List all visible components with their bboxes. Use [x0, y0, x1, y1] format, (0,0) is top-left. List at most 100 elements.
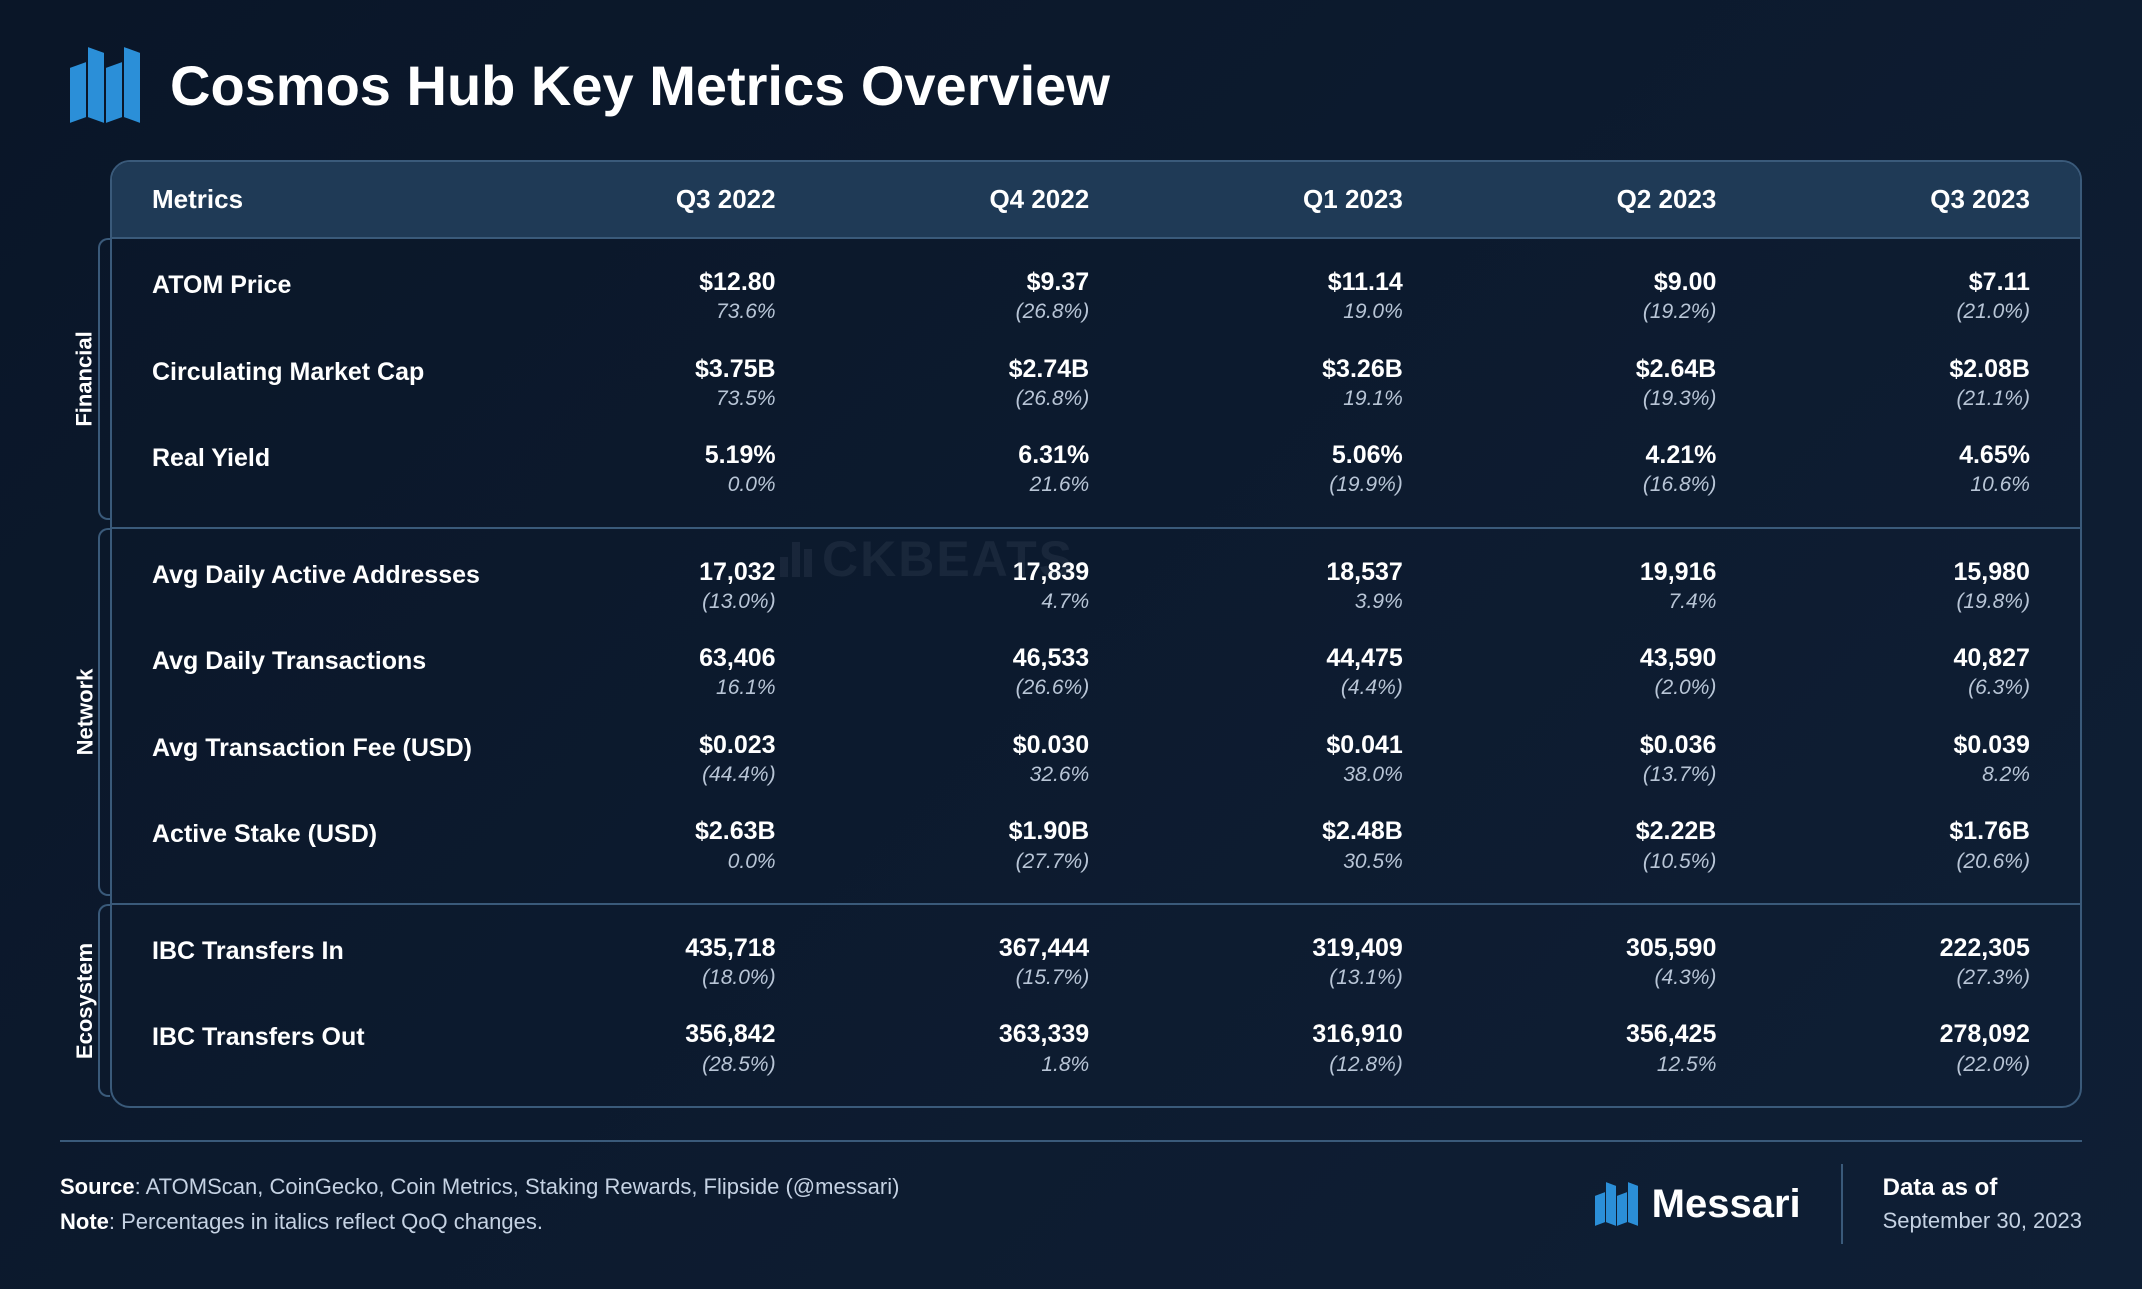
metric-name: IBC Transfers In	[112, 933, 512, 966]
cell-value: 44,475	[1139, 643, 1403, 674]
cell-pct-change: 19.0%	[1139, 298, 1403, 325]
table-cell: $1.90B(27.7%)	[826, 816, 1140, 875]
cell-value: $2.08B	[1766, 354, 2030, 385]
table-cell: 363,3391.8%	[826, 1019, 1140, 1078]
cell-pct-change: 1.8%	[826, 1051, 1090, 1078]
section-ecosystem: IBC Transfers In435,718(18.0%)367,444(15…	[112, 905, 2080, 1106]
cell-value: $2.63B	[512, 816, 776, 847]
cell-pct-change: 73.6%	[512, 298, 776, 325]
cell-value: 17,839	[826, 557, 1090, 588]
cell-value: 15,980	[1766, 557, 2030, 588]
cell-pct-change: (27.7%)	[826, 848, 1090, 875]
cell-pct-change: 21.6%	[826, 471, 1090, 498]
table-cell: $0.0398.2%	[1766, 730, 2080, 789]
table-row: Real Yield5.19%0.0%6.31%21.6%5.06%(19.9%…	[112, 430, 2080, 517]
cell-value: 43,590	[1453, 643, 1717, 674]
cell-value: $11.14	[1139, 267, 1403, 298]
page-title: Cosmos Hub Key Metrics Overview	[170, 53, 1110, 118]
table-cell: $2.64B(19.3%)	[1453, 354, 1767, 413]
cell-pct-change: 0.0%	[512, 471, 776, 498]
cell-value: $1.90B	[826, 816, 1090, 847]
table-cell: 6.31%21.6%	[826, 440, 1140, 499]
cell-value: 5.06%	[1139, 440, 1403, 471]
messari-logo-small-icon	[1595, 1184, 1638, 1224]
metric-name: Avg Daily Active Addresses	[112, 557, 512, 590]
cell-pct-change: 16.1%	[512, 674, 776, 701]
cell-value: $0.030	[826, 730, 1090, 761]
cell-pct-change: (2.0%)	[1453, 674, 1717, 701]
table-cell: $1.76B(20.6%)	[1766, 816, 2080, 875]
cell-pct-change: 3.9%	[1139, 588, 1403, 615]
table-cell: 44,475(4.4%)	[1139, 643, 1453, 702]
cell-pct-change: (22.0%)	[1766, 1051, 2030, 1078]
table-cell: 5.19%0.0%	[512, 440, 826, 499]
table-cell: 367,444(15.7%)	[826, 933, 1140, 992]
cell-pct-change: (27.3%)	[1766, 964, 2030, 991]
table-cell: $0.023(44.4%)	[512, 730, 826, 789]
cell-value: 4.65%	[1766, 440, 2030, 471]
cell-value: 6.31%	[826, 440, 1090, 471]
brand-name: Messari	[1652, 1182, 1801, 1227]
table-row: IBC Transfers In435,718(18.0%)367,444(15…	[112, 923, 2080, 1010]
table-cell: $3.75B73.5%	[512, 354, 826, 413]
cell-value: 316,910	[1139, 1019, 1403, 1050]
section-financial: ATOM Price$12.8073.6%$9.37(26.8%)$11.141…	[112, 239, 2080, 529]
table-cell: 222,305(27.3%)	[1766, 933, 2080, 992]
cell-pct-change: 19.1%	[1139, 385, 1403, 412]
cell-pct-change: 32.6%	[826, 761, 1090, 788]
table-cell: 63,40616.1%	[512, 643, 826, 702]
table-cell: $2.08B(21.1%)	[1766, 354, 2080, 413]
cell-value: 363,339	[826, 1019, 1090, 1050]
metric-name: Active Stake (USD)	[112, 816, 512, 849]
header-q3-2022: Q3 2022	[512, 184, 826, 215]
cell-pct-change: 4.7%	[826, 588, 1090, 615]
cell-value: 356,425	[1453, 1019, 1717, 1050]
cell-value: 4.21%	[1453, 440, 1717, 471]
cell-pct-change: (19.3%)	[1453, 385, 1717, 412]
table-row: Avg Transaction Fee (USD)$0.023(44.4%)$0…	[112, 720, 2080, 807]
cell-pct-change: 73.5%	[512, 385, 776, 412]
cell-pct-change: 0.0%	[512, 848, 776, 875]
table-cell: $0.036(13.7%)	[1453, 730, 1767, 789]
cell-pct-change: (18.0%)	[512, 964, 776, 991]
metric-name: ATOM Price	[112, 267, 512, 300]
cell-value: 5.19%	[512, 440, 776, 471]
table-cell: $3.26B19.1%	[1139, 354, 1453, 413]
header-metrics: Metrics	[112, 184, 512, 215]
cell-pct-change: (19.9%)	[1139, 471, 1403, 498]
cell-pct-change: (10.5%)	[1453, 848, 1717, 875]
source-line: Source: ATOMScan, CoinGecko, Coin Metric…	[60, 1169, 1555, 1204]
table-cell: 17,032(13.0%)	[512, 557, 826, 616]
metrics-table: Metrics Q3 2022 Q4 2022 Q1 2023 Q2 2023 …	[110, 160, 2082, 1108]
table-cell: 4.21%(16.8%)	[1453, 440, 1767, 499]
cell-value: 19,916	[1453, 557, 1717, 588]
cell-value: 319,409	[1139, 933, 1403, 964]
cell-value: 222,305	[1766, 933, 2030, 964]
cell-value: $2.64B	[1453, 354, 1717, 385]
cell-value: $12.80	[512, 267, 776, 298]
table-cell: $2.63B0.0%	[512, 816, 826, 875]
cell-pct-change: (16.8%)	[1453, 471, 1717, 498]
table-cell: $2.22B(10.5%)	[1453, 816, 1767, 875]
footer-brand: Messari	[1555, 1164, 1843, 1244]
header-q1-2023: Q1 2023	[1139, 184, 1453, 215]
table-cell: 43,590(2.0%)	[1453, 643, 1767, 702]
cell-pct-change: 10.6%	[1766, 471, 2030, 498]
table-cell: 305,590(4.3%)	[1453, 933, 1767, 992]
section-border	[98, 238, 110, 520]
metric-name: Circulating Market Cap	[112, 354, 512, 387]
cell-value: $2.74B	[826, 354, 1090, 385]
footer: Source: ATOMScan, CoinGecko, Coin Metric…	[60, 1140, 2082, 1244]
metric-name: Avg Daily Transactions	[112, 643, 512, 676]
table-cell: 319,409(13.1%)	[1139, 933, 1453, 992]
cell-pct-change: (13.0%)	[512, 588, 776, 615]
table-cell: $11.1419.0%	[1139, 267, 1453, 326]
cell-pct-change: (21.1%)	[1766, 385, 2030, 412]
header-q4-2022: Q4 2022	[826, 184, 1140, 215]
table-row: IBC Transfers Out356,842(28.5%)363,3391.…	[112, 1009, 2080, 1096]
table-row: Avg Daily Active Addresses17,032(13.0%)1…	[112, 547, 2080, 634]
section-border	[98, 528, 110, 896]
table-cell: $2.48B30.5%	[1139, 816, 1453, 875]
cell-value: $7.11	[1766, 267, 2030, 298]
metric-name: Real Yield	[112, 440, 512, 473]
